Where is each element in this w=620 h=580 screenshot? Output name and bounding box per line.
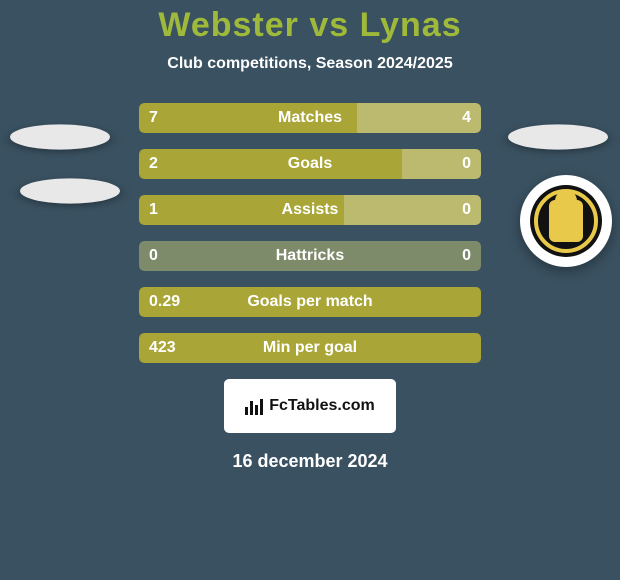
player2-club-badge: [520, 175, 612, 267]
subtitle: Club competitions, Season 2024/2025: [0, 55, 620, 73]
stat-label: Matches: [139, 103, 481, 133]
stats-list: 74Matches 20Goals 10Assists 00Hattricks 0.29…: [139, 103, 481, 363]
stat-label: Min per goal: [139, 333, 481, 363]
title-player1: Webster: [158, 6, 299, 44]
stat-row: 0.29Goals per match: [139, 287, 481, 317]
attribution-label: FcTables.com: [269, 397, 375, 415]
club-badge-outer-ring: [530, 185, 602, 257]
stat-label: Assists: [139, 195, 481, 225]
stat-label: Goals per match: [139, 287, 481, 317]
attribution-badge[interactable]: FcTables.com: [224, 379, 396, 433]
player1-avatar-placeholder-2: [20, 178, 120, 203]
stat-label: Goals: [139, 149, 481, 179]
title-player2: Lynas: [360, 6, 462, 44]
title-vs: vs: [309, 6, 349, 44]
stat-row: 10Assists: [139, 195, 481, 225]
infographic-container: Webster vs Lynas Club competitions, Seas…: [0, 0, 620, 580]
footer-date: 16 december 2024: [0, 451, 620, 472]
club-badge-elephant-icon: [549, 200, 583, 242]
player1-avatar-placeholder: [10, 124, 110, 149]
player2-avatar-placeholder: [508, 124, 608, 149]
stat-row: 00Hattricks: [139, 241, 481, 271]
stat-row: 423Min per goal: [139, 333, 481, 363]
page-title: Webster vs Lynas: [0, 6, 620, 45]
stat-row: 74Matches: [139, 103, 481, 133]
bar-chart-icon: [245, 397, 263, 415]
stat-row: 20Goals: [139, 149, 481, 179]
stat-label: Hattricks: [139, 241, 481, 271]
